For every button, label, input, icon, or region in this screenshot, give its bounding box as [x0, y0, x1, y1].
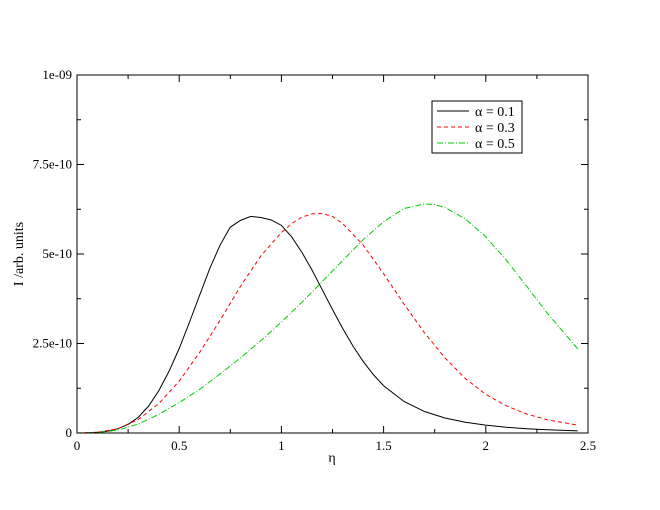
- y-tick-label: 5e-10: [42, 246, 72, 261]
- x-tick-label: 1: [278, 438, 285, 453]
- series-line-2: [76, 213, 578, 434]
- x-tick-label: 2: [483, 438, 490, 453]
- legend-label-3: α = 0.5: [475, 137, 515, 152]
- x-axis-label: η: [328, 451, 335, 466]
- series-layer: [76, 203, 579, 434]
- y-tick-label: 0: [66, 425, 73, 440]
- y-tick-label: 1e-09: [42, 67, 72, 82]
- series-line-1: [76, 215, 578, 434]
- y-tick-label: 7.5e-10: [33, 157, 72, 172]
- y-axis: 0 2.5e-10 5e-10 7.5e-10 1e-09: [33, 67, 588, 440]
- x-tick-label: 1.5: [375, 438, 391, 453]
- series-line-3: [76, 203, 579, 434]
- x-tick-label: 2.5: [580, 438, 596, 453]
- legend: α = 0.1α = 0.3α = 0.5: [431, 100, 523, 154]
- legend-label-2: α = 0.3: [475, 121, 515, 136]
- x-tick-label: 0.5: [171, 438, 187, 453]
- y-axis-label: I /arb. units: [12, 222, 27, 286]
- x-tick-label: 0: [74, 438, 81, 453]
- legend-label-1: α = 0.1: [475, 105, 515, 120]
- x-axis: 0 0.5 1 1.5 2 2.5: [74, 75, 596, 453]
- y-tick-label: 2.5e-10: [33, 336, 72, 351]
